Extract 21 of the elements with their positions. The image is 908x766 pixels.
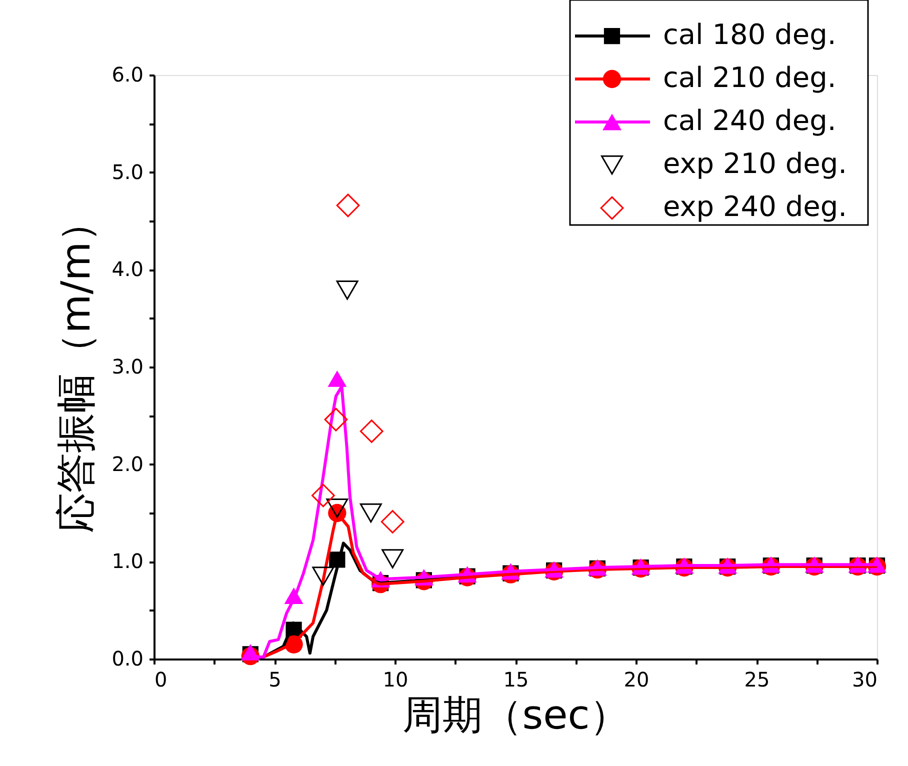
y-tick-label: 6.0 bbox=[112, 62, 144, 86]
x-tick-label: 25 bbox=[744, 668, 770, 692]
x-tick-label: 20 bbox=[624, 668, 650, 692]
x-tick-label: 10 bbox=[382, 668, 408, 692]
legend-label: cal 240 deg. bbox=[663, 104, 836, 137]
y-tick-label: 5.0 bbox=[112, 160, 144, 184]
x-tick-label: 30 bbox=[852, 668, 878, 692]
x-tick-label: 15 bbox=[503, 668, 529, 692]
y-tick-label: 2.0 bbox=[112, 452, 144, 476]
legend-label: cal 180 deg. bbox=[663, 18, 836, 51]
legend-label: exp 210 deg. bbox=[663, 147, 847, 180]
y-tick-label: 1.0 bbox=[112, 549, 144, 574]
y-tick-label: 0.0 bbox=[112, 646, 144, 670]
y-tick-label: 3.0 bbox=[112, 354, 144, 378]
x-tick-label: 5 bbox=[268, 668, 282, 692]
y-tick-label: 4.0 bbox=[112, 257, 144, 282]
y-axis-title: 応答振幅（m/m） bbox=[54, 202, 100, 534]
x-axis-title: 周期（sec） bbox=[402, 692, 630, 738]
legend-label: cal 210 deg. bbox=[663, 61, 836, 94]
x-tick-label: 0 bbox=[154, 668, 168, 692]
legend-label: exp 240 deg. bbox=[663, 190, 847, 223]
